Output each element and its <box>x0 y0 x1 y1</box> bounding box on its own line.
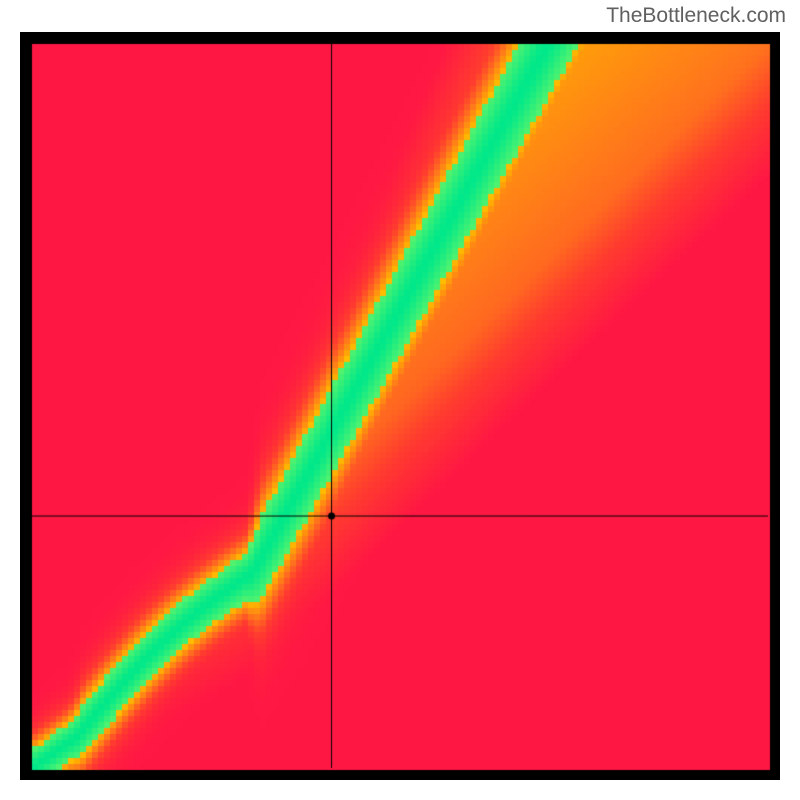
heatmap-canvas <box>20 32 780 780</box>
heatmap-plot <box>20 32 780 780</box>
watermark-text: TheBottleneck.com <box>606 4 786 28</box>
